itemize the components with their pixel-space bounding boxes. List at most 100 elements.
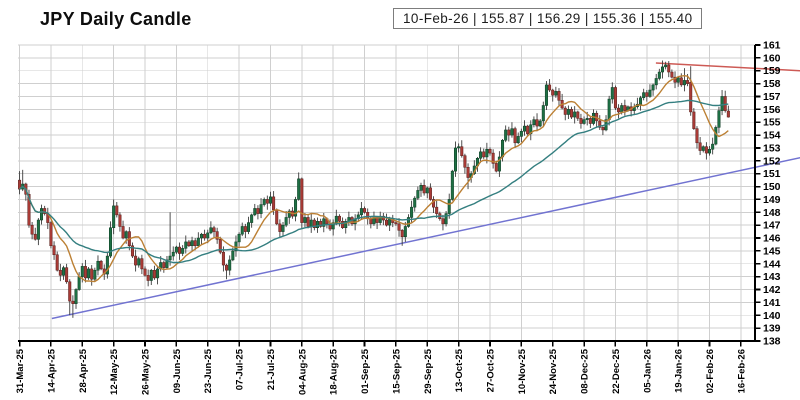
y-axis-label: 151 bbox=[763, 168, 781, 180]
candle-body bbox=[519, 130, 523, 137]
x-axis-label: 12-May-25 bbox=[109, 348, 120, 395]
candle-body bbox=[221, 251, 225, 266]
x-axis-label: 14-Apr-25 bbox=[46, 348, 57, 393]
trendline-resistance bbox=[655, 62, 800, 72]
candle-body bbox=[193, 240, 197, 247]
candle-body bbox=[243, 226, 247, 232]
candle-body bbox=[294, 199, 298, 217]
x-axis-label: 10-Nov-25 bbox=[517, 348, 528, 394]
candle bbox=[306, 214, 310, 229]
candle bbox=[711, 137, 715, 155]
candle-body bbox=[162, 262, 166, 268]
candle bbox=[228, 255, 232, 276]
candle-body bbox=[516, 136, 520, 144]
candle-body bbox=[463, 155, 467, 168]
candle bbox=[331, 219, 335, 236]
y-axis-label: 139 bbox=[763, 323, 781, 335]
candle-body bbox=[573, 111, 577, 118]
candle-body bbox=[698, 142, 702, 151]
candle bbox=[243, 223, 247, 239]
candle bbox=[319, 218, 323, 228]
candle-body bbox=[359, 208, 363, 216]
candle-body bbox=[548, 84, 552, 91]
candle bbox=[673, 71, 677, 89]
candle bbox=[610, 82, 614, 104]
candle-body bbox=[165, 259, 169, 268]
y-axis-label: 140 bbox=[763, 310, 781, 322]
candle-body bbox=[312, 219, 316, 228]
candle-body bbox=[588, 118, 592, 124]
candle bbox=[112, 199, 116, 235]
candle-body bbox=[178, 246, 182, 254]
candle-body bbox=[563, 107, 567, 115]
candle bbox=[344, 218, 348, 234]
candle-body bbox=[149, 269, 153, 281]
candle-body bbox=[52, 245, 56, 256]
candle bbox=[460, 140, 464, 158]
candle-body bbox=[554, 91, 558, 96]
candle-body bbox=[284, 217, 288, 226]
y-axis-label: 155 bbox=[763, 117, 781, 129]
ohlc-readout-text: 10-Feb-26 | 155.87 | 156.29 | 155.36 | 1… bbox=[403, 11, 693, 26]
candle bbox=[65, 263, 69, 284]
candle bbox=[268, 191, 272, 206]
candle-body bbox=[203, 233, 207, 239]
candle bbox=[682, 68, 686, 92]
candle bbox=[356, 211, 360, 222]
candle-body bbox=[316, 221, 320, 228]
y-axis-label: 150 bbox=[763, 181, 781, 193]
candle bbox=[184, 235, 188, 254]
candle bbox=[156, 265, 160, 285]
candle-body bbox=[708, 148, 712, 154]
candle bbox=[256, 205, 260, 220]
candle bbox=[664, 61, 668, 70]
candle bbox=[582, 116, 586, 125]
candle-body bbox=[124, 231, 128, 239]
candle-body bbox=[541, 105, 545, 122]
candle-body bbox=[686, 80, 690, 84]
candle bbox=[300, 177, 304, 229]
candle bbox=[551, 88, 555, 102]
candle bbox=[385, 213, 388, 227]
candle-body bbox=[206, 232, 210, 239]
candle bbox=[397, 218, 401, 237]
x-axis-label: 07-Jul-25 bbox=[235, 348, 246, 390]
candle-body bbox=[406, 217, 410, 227]
candle-body bbox=[617, 107, 621, 113]
candle bbox=[130, 242, 134, 258]
candle-body bbox=[566, 109, 570, 115]
candle bbox=[152, 265, 156, 280]
candle bbox=[174, 245, 178, 255]
candle bbox=[657, 68, 661, 81]
candle bbox=[648, 84, 652, 98]
y-axis-label: 157 bbox=[763, 91, 781, 103]
candle-body bbox=[265, 199, 269, 204]
candle-body bbox=[30, 224, 34, 235]
candle-body bbox=[253, 208, 257, 216]
candle bbox=[519, 128, 523, 143]
candle-body bbox=[137, 258, 141, 266]
candle-body bbox=[225, 264, 229, 271]
candle-body bbox=[394, 222, 398, 225]
candle bbox=[510, 122, 514, 138]
candle bbox=[466, 163, 470, 190]
candle-body bbox=[256, 208, 260, 214]
candle bbox=[337, 214, 341, 227]
candle bbox=[563, 106, 567, 121]
candle bbox=[444, 211, 448, 227]
candle-body bbox=[118, 214, 122, 227]
y-axis-label: 160 bbox=[763, 52, 781, 64]
candle bbox=[225, 263, 229, 280]
candle bbox=[105, 252, 109, 279]
candle bbox=[723, 90, 727, 113]
candle-body bbox=[557, 91, 561, 101]
candle bbox=[18, 171, 22, 195]
candle bbox=[708, 146, 712, 156]
candle-body bbox=[450, 170, 454, 200]
candle-body bbox=[231, 250, 235, 261]
candle bbox=[463, 153, 467, 174]
candle-body bbox=[491, 152, 495, 164]
y-axis-label: 161 bbox=[763, 40, 781, 52]
candle-body bbox=[341, 221, 345, 228]
candle-body bbox=[65, 267, 69, 283]
